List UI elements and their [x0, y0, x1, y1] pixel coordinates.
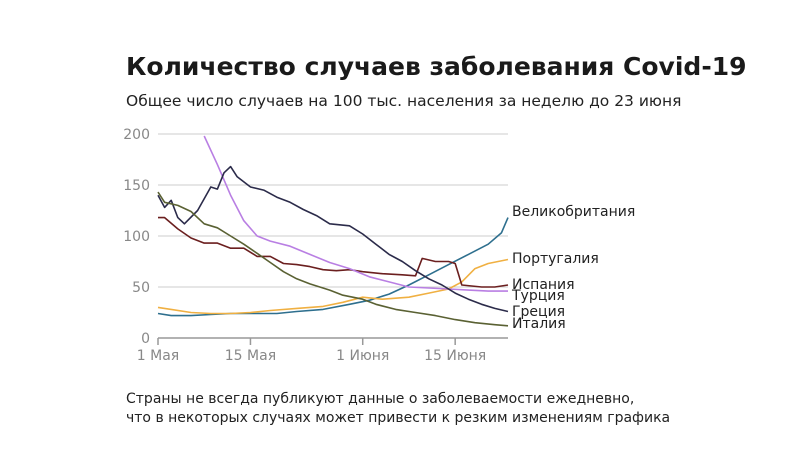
- grid-lines: [158, 133, 508, 288]
- footnote-line-1: Страны не всегда публикуют данные о забо…: [126, 391, 635, 407]
- y-tick-label: 100: [123, 229, 150, 245]
- y-tick-label: 50: [132, 280, 150, 296]
- series-line-1: [157, 258, 509, 315]
- series-line-3: [203, 135, 508, 292]
- y-tick-label: 150: [123, 178, 150, 194]
- x-tick-label: 15 Мая: [225, 348, 276, 364]
- y-tick-label: 0: [141, 331, 150, 347]
- series-line-4: [157, 165, 509, 313]
- series-line-5: [157, 191, 509, 327]
- footnote-line-2: что в некоторых случаях может привести к…: [126, 410, 671, 426]
- y-axis-ticks: 0 50 100 150 200: [123, 127, 150, 347]
- x-tick-label: 1 Июня: [336, 348, 389, 364]
- series-lines: [157, 135, 509, 327]
- series-labels: Великобритания Португалия ИспанияТурцияГре…: [511, 204, 635, 332]
- series-label-5: Италия: [512, 316, 566, 332]
- chart-subtitle: Общее число случаев на 100 тыс. населени…: [126, 92, 682, 110]
- series-line-0: [157, 217, 509, 317]
- chart-title: Количество случаев заболевания Covid-19: [126, 52, 747, 81]
- series-label-4: Греция: [512, 304, 565, 320]
- x-tick-label: 15 Июня: [424, 348, 486, 364]
- series-label-1: Португалия: [512, 251, 599, 267]
- series-label-2: Испания: [512, 277, 575, 293]
- y-tick-label: 200: [123, 127, 150, 143]
- series-label-3: Турция: [511, 288, 565, 304]
- series-line-2: [158, 216, 509, 288]
- series-label-0: Великобритания: [512, 204, 635, 220]
- footnote: Страны не всегда публикуют данные о забо…: [126, 390, 670, 428]
- x-tick-label: 1 Мая: [137, 348, 179, 364]
- x-axis: 1 Мая 15 Мая 1 Июня 15 Июня: [137, 337, 508, 364]
